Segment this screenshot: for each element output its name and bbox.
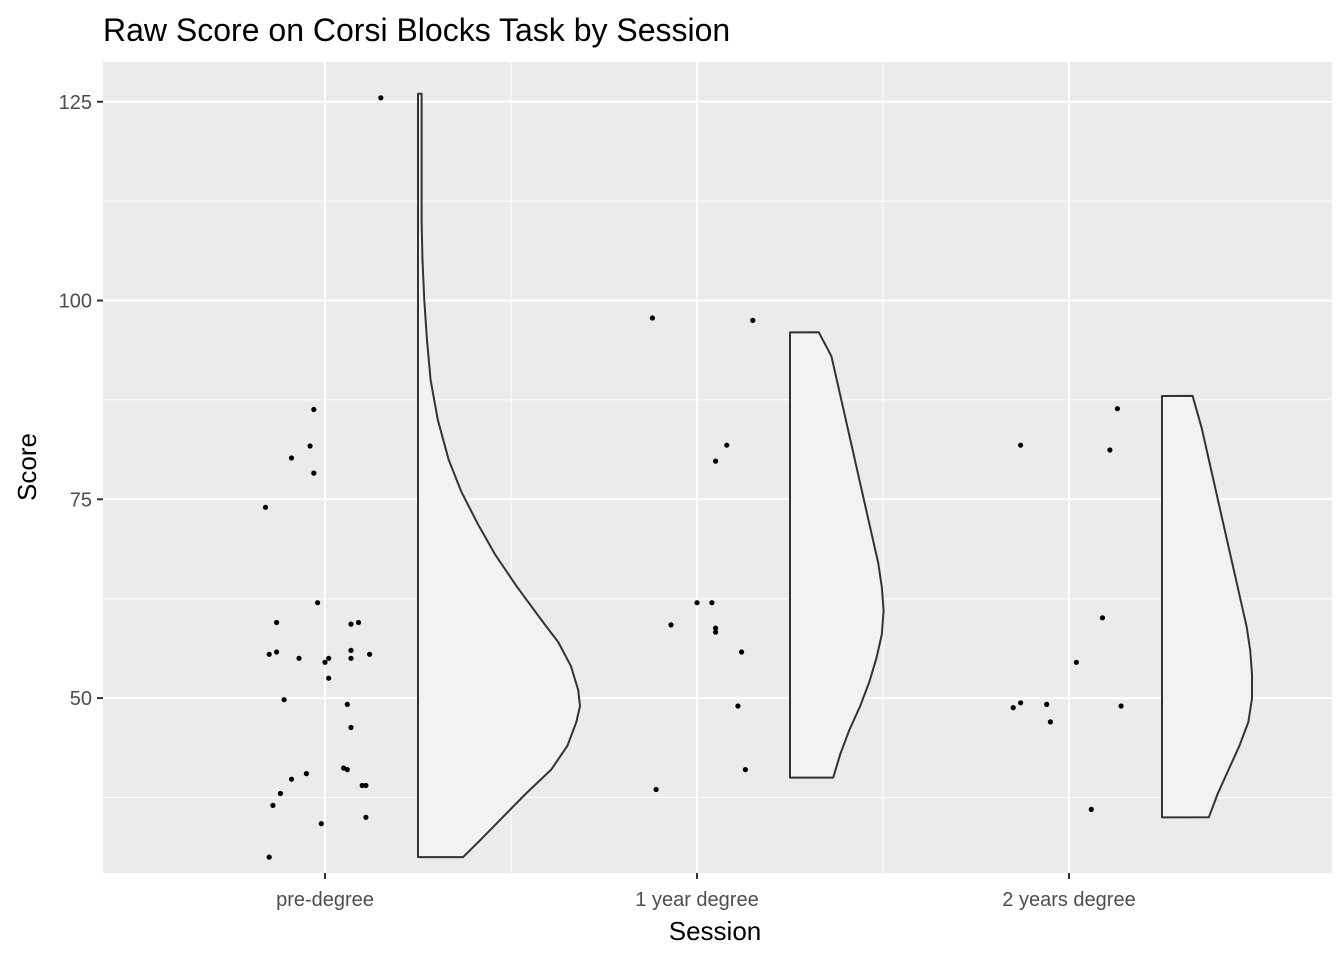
y-tick-label: 125 (59, 92, 92, 114)
violins (417, 92, 1253, 859)
data-point (1088, 806, 1094, 813)
data-point (288, 455, 295, 461)
violin-1 (417, 92, 581, 859)
data-point (1073, 659, 1079, 665)
data-point (359, 782, 365, 789)
data-point (378, 95, 384, 101)
data-point (326, 675, 332, 681)
data-point (266, 651, 272, 657)
data-point (1118, 703, 1124, 709)
data-point (694, 600, 700, 606)
data-point (311, 406, 317, 413)
data-point (713, 625, 719, 631)
x-tick-label: 2 years degree (1002, 889, 1135, 911)
data-point (1018, 442, 1024, 448)
data-point (713, 629, 719, 635)
data-point (1099, 615, 1106, 621)
data-point (1018, 700, 1024, 706)
data-point (270, 802, 276, 809)
data-point (1107, 447, 1113, 453)
y-tick-label: 75 (70, 489, 92, 511)
data-point (709, 600, 715, 606)
x-axis-title: Session (669, 916, 762, 946)
axes: 50 75 100 125 pre-degree 1 year degree 2 years… (59, 92, 1136, 911)
data-point (1114, 406, 1120, 412)
data-point (322, 659, 328, 665)
data-point (344, 767, 350, 773)
x-tick-label: pre-degree (276, 889, 374, 911)
data-point (1047, 719, 1053, 725)
y-axis-title: Score (12, 433, 42, 501)
chart-title: Raw Score on Corsi Blocks Task by Sessio… (103, 12, 730, 48)
data-point (363, 814, 369, 820)
plot-panel (103, 62, 1332, 873)
data-point (735, 703, 741, 709)
y-tick-label: 100 (59, 291, 92, 313)
violin-3 (1161, 394, 1253, 819)
data-point (742, 767, 749, 773)
data-point (311, 470, 317, 476)
data-point (739, 649, 745, 655)
data-point (274, 649, 280, 655)
data-point (266, 854, 272, 860)
data-point (348, 621, 354, 627)
data-point (1044, 701, 1050, 708)
data-point (750, 317, 756, 323)
data-point (348, 655, 354, 661)
data-points (262, 95, 1124, 860)
grid (103, 62, 1332, 873)
data-point (262, 504, 269, 510)
data-point (318, 821, 324, 827)
data-point (348, 724, 354, 731)
data-point (344, 701, 350, 708)
data-point (326, 655, 332, 661)
data-point (367, 651, 373, 657)
data-point (649, 315, 656, 321)
data-point (288, 776, 295, 782)
data-point (724, 442, 730, 448)
data-point (307, 443, 313, 449)
data-point (277, 790, 283, 797)
x-tick-label: 1 year degree (635, 889, 758, 911)
data-point (363, 782, 369, 789)
y-tick-label: 50 (70, 688, 92, 710)
data-point (713, 458, 719, 464)
data-point (668, 622, 674, 628)
violin-2 (789, 331, 885, 779)
data-point (653, 786, 659, 793)
data-point (303, 771, 309, 777)
data-point (274, 619, 280, 626)
data-point (281, 697, 287, 703)
data-point (355, 619, 362, 626)
data-point (1010, 705, 1016, 711)
data-point (348, 647, 354, 654)
data-point (315, 600, 321, 606)
data-point (296, 655, 302, 661)
